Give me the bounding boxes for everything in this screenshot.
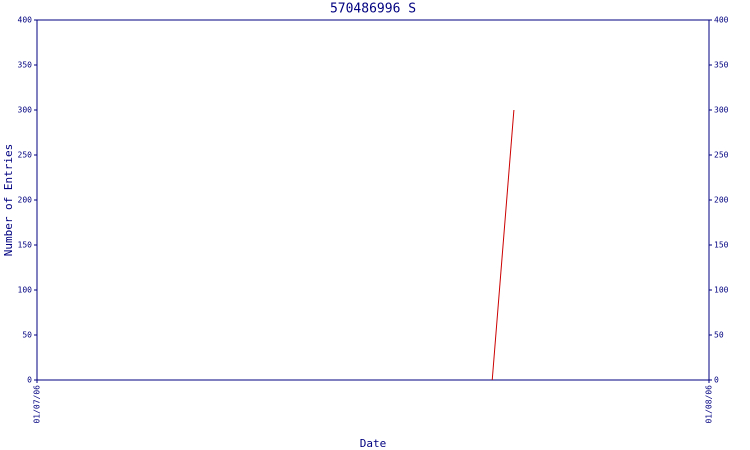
x-axis-label: Date [360,437,387,450]
y2-tick-label: 400 [714,16,729,25]
y2-tick-label: 50 [714,331,724,340]
y-tick-label: 0 [27,376,32,385]
y2-tick-label: 250 [714,151,729,160]
y-tick-label: 200 [18,196,33,205]
y-tick-label: 250 [18,151,33,160]
y2-tick-label: 150 [714,241,729,250]
y-tick-label: 350 [18,61,33,70]
y2-tick-label: 350 [714,61,729,70]
chart-title: 570486996 S [330,2,416,17]
y-tick-label: 50 [22,331,32,340]
x-tick-label: 01/07/06 [33,385,42,424]
y-tick-label: 400 [18,16,33,25]
y2-tick-label: 100 [714,286,729,295]
data-line [491,109,515,381]
y-tick-label: 100 [18,286,33,295]
x-tick-label: 01/08/06 [705,385,714,424]
y2-tick-label: 0 [714,376,719,385]
y2-tick-label: 300 [714,106,729,115]
y-tick-label: 150 [18,241,33,250]
y-axis-label: Number of Entries [2,144,15,257]
y-tick-label: 300 [18,106,33,115]
y2-tick-label: 200 [714,196,729,205]
